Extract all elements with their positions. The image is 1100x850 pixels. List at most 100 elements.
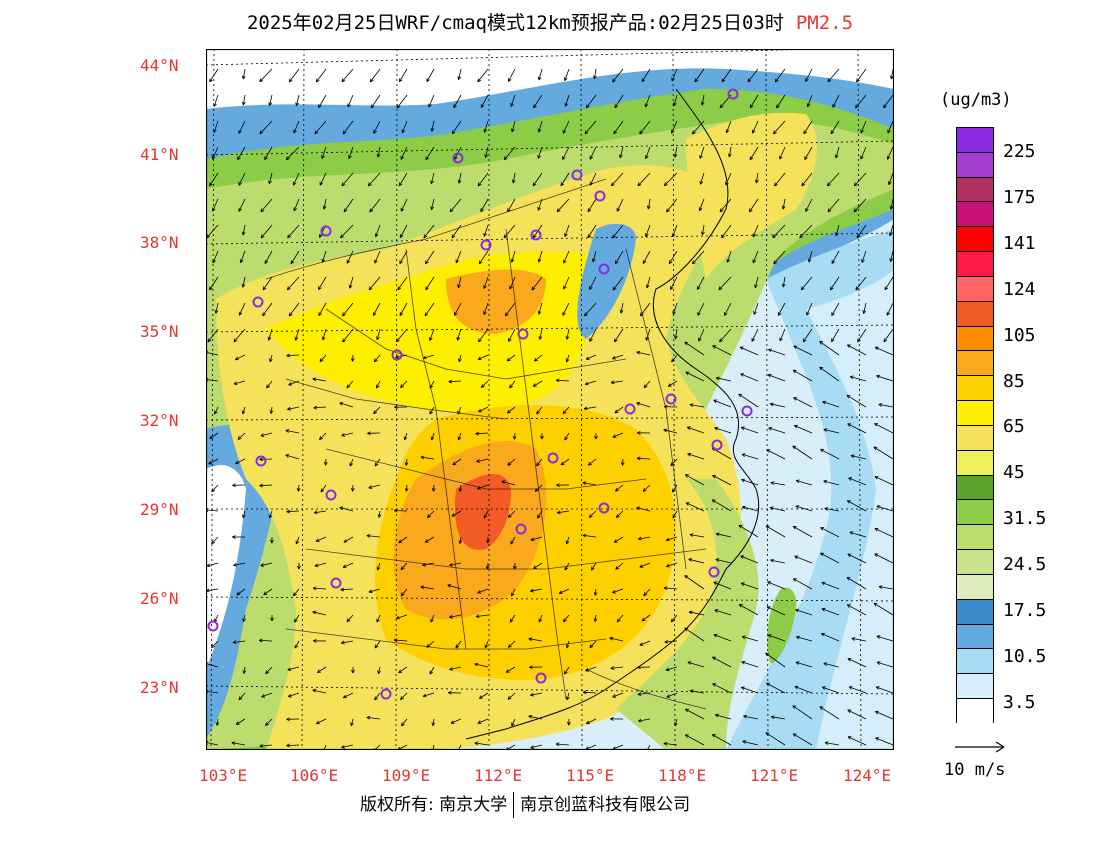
wind-arrow xyxy=(265,666,273,674)
wind-arrow-head xyxy=(728,153,732,158)
wind-arrow-head xyxy=(537,155,541,159)
wind-arrow-head xyxy=(238,208,242,212)
wind-arrow-head xyxy=(672,311,676,315)
wind-arrow-head xyxy=(636,402,640,406)
wind-arrow-head xyxy=(738,393,743,395)
wind-arrow xyxy=(378,510,381,518)
wind-arrow-head xyxy=(509,384,511,389)
wind-arrow-head xyxy=(795,480,799,484)
wind-arrow-head xyxy=(890,206,894,210)
wind-arrow-head xyxy=(823,663,827,666)
wind-arrow xyxy=(288,68,300,83)
wind-arrow xyxy=(721,68,732,83)
wind-arrow-head xyxy=(639,132,643,135)
wind-arrow-head xyxy=(774,78,777,83)
wind-arrow-head xyxy=(876,375,880,379)
wind-arrow xyxy=(432,744,435,750)
wind-arrow-head xyxy=(616,618,619,623)
legend-level: 65 xyxy=(1003,416,1025,437)
city-marker xyxy=(598,502,610,514)
wind-arrow xyxy=(214,406,219,415)
wind-arrow xyxy=(741,479,759,486)
wind-arrow xyxy=(713,581,732,590)
legend-swatch xyxy=(957,500,993,526)
wind-arrow-head xyxy=(668,261,673,265)
wind-arrow-head xyxy=(855,104,857,109)
wind-arrow-head xyxy=(459,488,463,492)
wind-arrow-head xyxy=(400,698,404,700)
wind-arrow-head xyxy=(782,284,786,288)
wind-arrow-head xyxy=(692,262,696,265)
wind-arrow xyxy=(721,224,732,239)
wind-arrow xyxy=(451,120,462,135)
wind-arrow xyxy=(847,344,867,356)
wind-arrow-head xyxy=(767,581,771,585)
wind-arrow xyxy=(237,432,246,440)
wind-arrow-head xyxy=(395,338,398,343)
wind-arrow xyxy=(847,553,867,564)
wind-arrow xyxy=(400,562,408,571)
wind-arrow-head xyxy=(715,713,719,716)
wind-arrow xyxy=(637,692,651,695)
city-marker xyxy=(571,169,583,181)
wind-arrow xyxy=(890,250,894,262)
legend-swatch xyxy=(957,550,993,575)
wind-arrow-head xyxy=(711,447,715,452)
wind-arrow xyxy=(612,68,624,83)
wind-arrow xyxy=(242,68,246,80)
wind-arrow-head xyxy=(532,383,536,387)
orange-north xyxy=(446,269,546,334)
wind-arrow-head xyxy=(511,128,513,132)
wind-arrow xyxy=(483,224,489,237)
wind-arrow xyxy=(510,588,516,597)
legend-swatch xyxy=(957,574,993,600)
legend-level: 3.5 xyxy=(1003,692,1036,713)
wind-arrow xyxy=(772,224,786,239)
wind-arrow-head xyxy=(819,367,822,371)
wind-arrow xyxy=(795,609,813,616)
wind-arrow-head xyxy=(288,693,292,697)
lat-label: 41°N xyxy=(140,145,179,164)
wind-arrow xyxy=(582,534,597,538)
wind-arrow xyxy=(322,250,327,263)
wind-arrow xyxy=(713,399,732,408)
legend-swatch xyxy=(957,599,993,625)
wind-arrow-head xyxy=(663,741,668,744)
wind-arrow-head xyxy=(213,129,217,133)
wind-arrow xyxy=(875,711,894,720)
wind-arrow-head xyxy=(699,155,703,159)
wind-arrow-head xyxy=(558,590,562,594)
wind-arrow-head xyxy=(268,180,270,184)
wind-arrow-head xyxy=(458,180,462,184)
wind-arrow xyxy=(286,510,300,513)
wind-arrow-head xyxy=(824,508,828,511)
legend-level: 124 xyxy=(1003,279,1036,300)
wind-arrow-head xyxy=(536,410,538,415)
wind-arrow xyxy=(664,172,678,186)
wind-arrow-head xyxy=(346,384,349,388)
wind-arrow xyxy=(612,354,624,360)
wind-arrow xyxy=(342,120,354,135)
wind-arrow-head xyxy=(242,101,244,106)
wind-arrow-head xyxy=(214,411,218,415)
wind-arrow-head xyxy=(374,645,379,649)
wind-arrow xyxy=(878,404,894,408)
wind-arrow-head xyxy=(367,431,371,434)
wind-arrow xyxy=(702,224,705,235)
wind-arrow-head xyxy=(846,604,850,608)
wind-arrow-head xyxy=(265,722,267,726)
wind-arrow-head xyxy=(431,437,435,441)
wind-arrow-head xyxy=(585,356,589,360)
wind-arrow xyxy=(479,692,489,699)
wind-arrow-head xyxy=(459,540,463,544)
wind-arrow-head xyxy=(487,539,490,544)
wind-arrow xyxy=(453,94,462,108)
wind-arrow xyxy=(822,401,840,408)
wind-arrow-head xyxy=(638,720,642,723)
wind-arrow xyxy=(876,661,894,668)
wind-arrow-head xyxy=(319,438,323,440)
wind-arrow-head xyxy=(694,78,696,82)
wind-arrow-head xyxy=(755,179,759,184)
wind-arrow-head xyxy=(610,182,613,187)
wind-arrow-head xyxy=(589,182,594,186)
